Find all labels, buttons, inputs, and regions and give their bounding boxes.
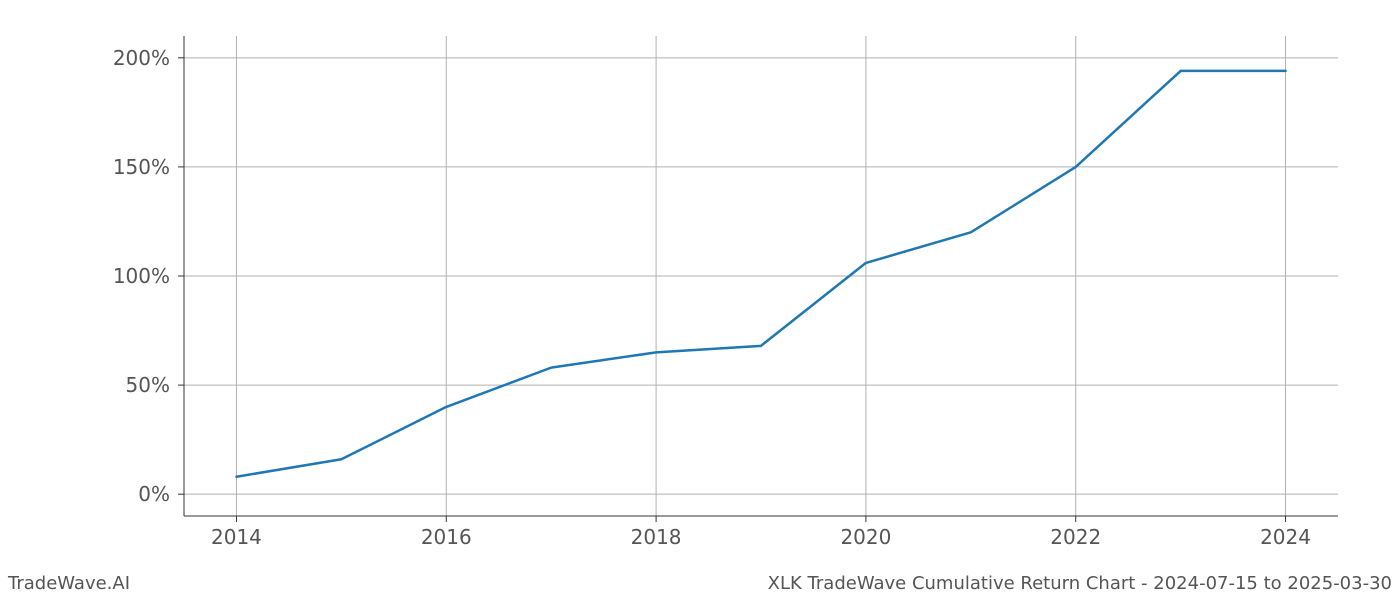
footer-caption: XLK TradeWave Cumulative Return Chart - … (768, 573, 1392, 594)
x-tick-label: 2014 (211, 525, 262, 549)
line-chart: 2014 2016 2018 2020 2022 2024 0% 50% 100% 150% 200… (0, 0, 1400, 600)
y-tick-label: 150% (113, 155, 170, 179)
x-tick-label: 2022 (1050, 525, 1101, 549)
y-tick-label: 200% (113, 46, 170, 70)
chart-bg (0, 0, 1400, 600)
x-tick-label: 2020 (840, 525, 891, 549)
y-tick-label: 50% (126, 373, 170, 397)
chart-container: 2014 2016 2018 2020 2022 2024 0% 50% 100% 150% 200… (0, 0, 1400, 600)
x-tick-label: 2016 (421, 525, 472, 549)
y-tick-label: 0% (138, 482, 170, 506)
footer-brand: TradeWave.AI (8, 573, 130, 594)
y-tick-label: 100% (113, 264, 170, 288)
x-tick-label: 2024 (1260, 525, 1311, 549)
x-tick-label: 2018 (631, 525, 682, 549)
